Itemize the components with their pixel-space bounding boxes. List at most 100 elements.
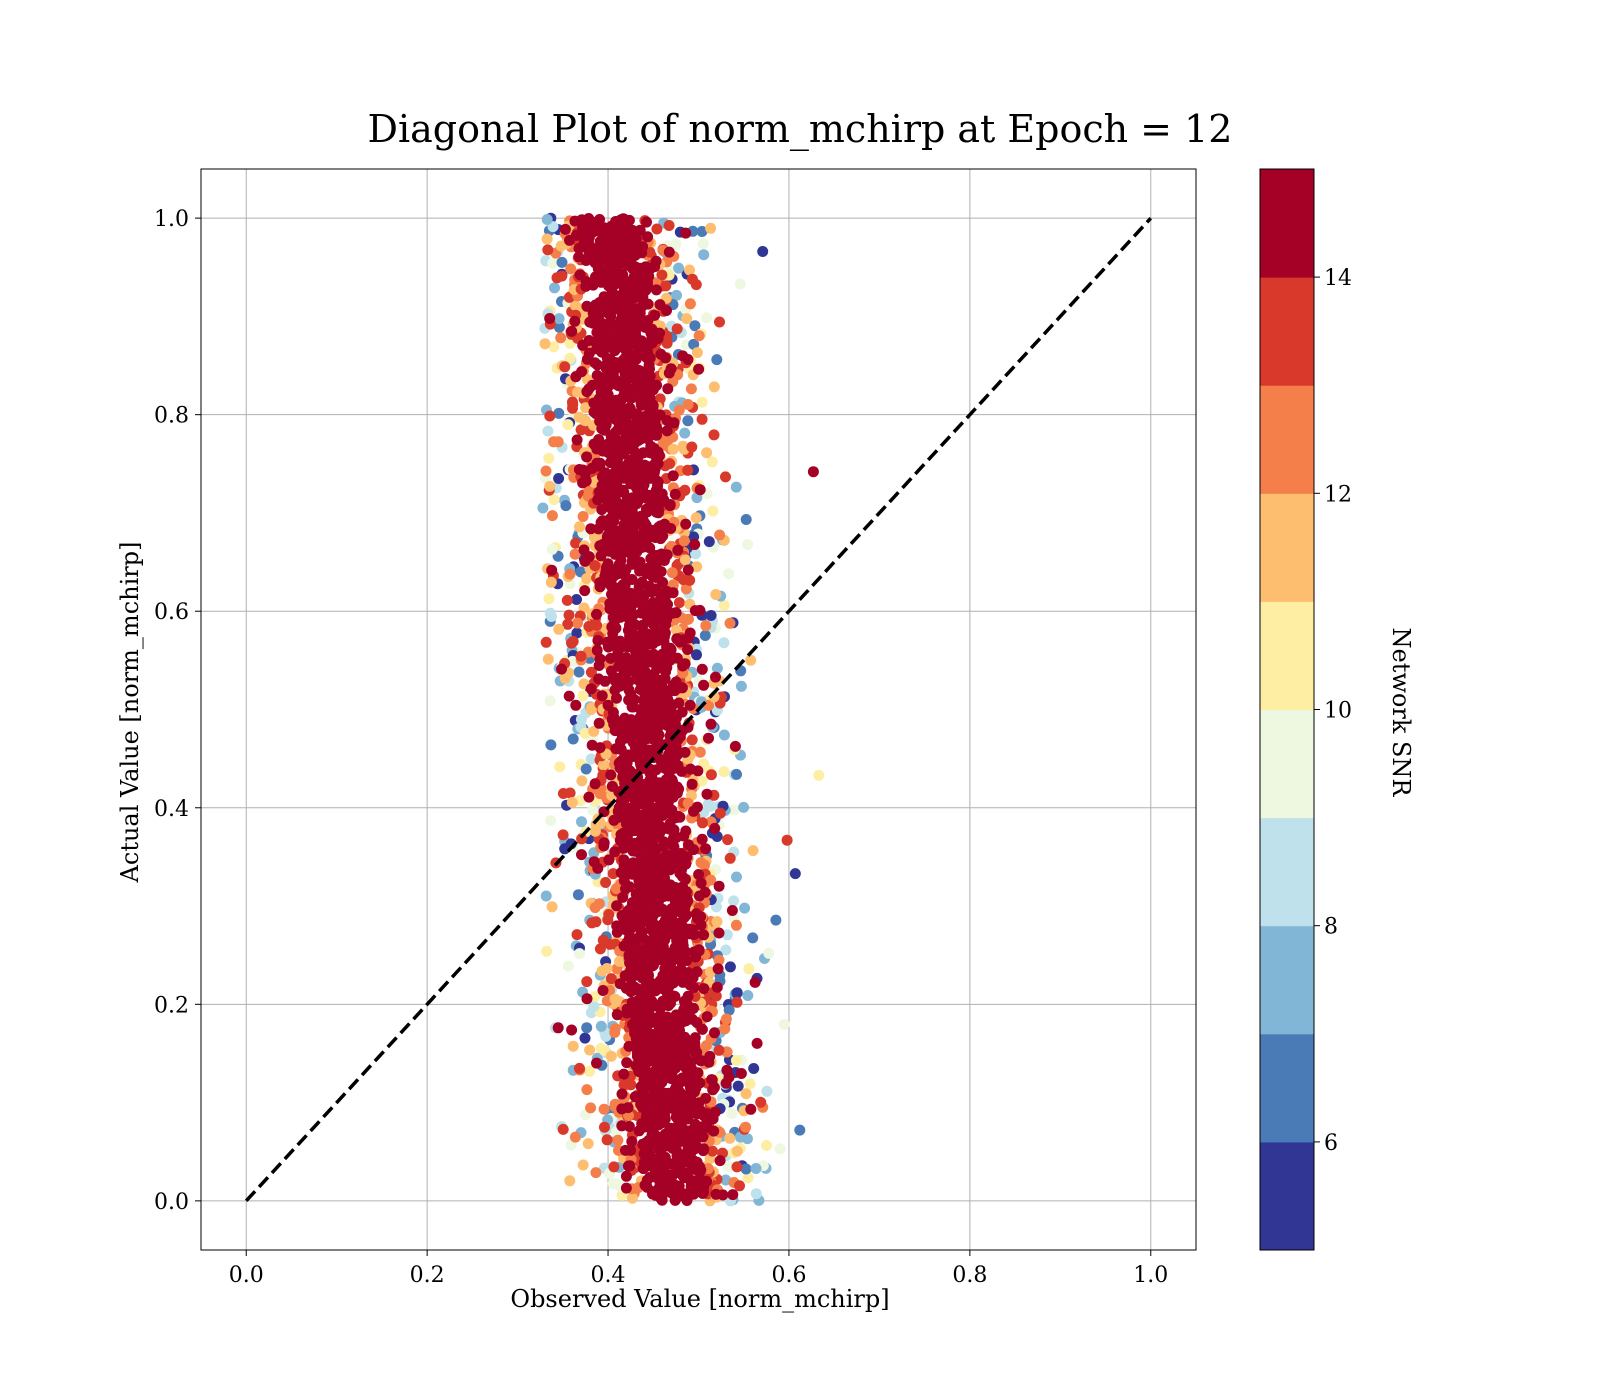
- scatter-point: [545, 576, 557, 588]
- scatter-point: [650, 823, 662, 835]
- scatter-point: [681, 313, 693, 325]
- scatter-point: [605, 973, 617, 985]
- scatter-point: [703, 798, 714, 810]
- scatter-point: [720, 1174, 732, 1186]
- scatter-point: [593, 717, 605, 729]
- scatter-point: [781, 834, 793, 846]
- scatter-point: [612, 423, 624, 435]
- scatter-point: [624, 622, 636, 634]
- scatter-point: [682, 644, 693, 655]
- scatter-point: [672, 917, 684, 929]
- scatter-point: [560, 500, 572, 512]
- scatter-point: [711, 354, 723, 366]
- y-tick-label: 0.2: [154, 993, 189, 1018]
- scatter-point: [679, 1188, 690, 1200]
- scatter-point: [608, 289, 620, 301]
- scatter-point: [731, 987, 743, 999]
- scatter-point: [634, 732, 646, 744]
- scatter-point: [731, 768, 742, 780]
- scatter-point: [700, 843, 712, 855]
- scatter-point: [682, 990, 694, 1002]
- scatter-point: [698, 679, 710, 691]
- scatter-point: [663, 220, 675, 231]
- scatter-point: [618, 665, 630, 677]
- scatter-point: [673, 697, 685, 709]
- scatter-point: [672, 544, 684, 556]
- scatter-point: [745, 1103, 757, 1115]
- scatter-point: [677, 350, 689, 362]
- scatter-point: [664, 500, 676, 512]
- scatter-point: [597, 242, 609, 253]
- scatter-point: [671, 652, 683, 664]
- scatter-point: [635, 759, 647, 771]
- scatter-point: [686, 778, 698, 790]
- scatter-point: [735, 680, 747, 692]
- scatter-point: [655, 590, 667, 602]
- scatter-point: [674, 636, 686, 648]
- scatter-point: [709, 1027, 720, 1039]
- scatter-point: [643, 1007, 654, 1019]
- colorbar-tick-label: 14: [1324, 266, 1352, 291]
- scatter-point: [648, 466, 660, 478]
- scatter-point: [686, 734, 698, 746]
- x-tick-label: 0.4: [591, 1263, 626, 1288]
- scatter-point: [694, 1127, 706, 1138]
- scatter-point: [614, 955, 625, 967]
- scatter-point: [579, 415, 591, 426]
- scatter-point: [651, 705, 663, 717]
- scatter-point: [741, 1133, 753, 1145]
- scatter-point: [594, 214, 606, 225]
- scatter-point: [559, 223, 571, 235]
- scatter-point: [562, 618, 574, 630]
- scatter-point: [631, 424, 643, 436]
- scatter-point: [693, 330, 705, 342]
- colorbar-tick-label: 10: [1324, 699, 1352, 724]
- scatter-point: [606, 254, 618, 266]
- scatter-point: [640, 261, 652, 273]
- scatter-point: [549, 282, 560, 294]
- scatter-point: [570, 699, 582, 711]
- scatter-point: [709, 822, 721, 834]
- scatter-point: [673, 1122, 685, 1134]
- scatter-point: [622, 313, 634, 325]
- scatter-point: [634, 711, 646, 723]
- scatter-point: [609, 993, 621, 1005]
- scatter-point: [634, 747, 646, 759]
- scatter-point: [731, 1145, 743, 1157]
- scatter-point: [681, 1127, 693, 1139]
- scatter-point: [656, 756, 667, 768]
- scatter-point: [590, 1167, 602, 1179]
- scatter-point: [589, 778, 601, 790]
- scatter-point: [615, 554, 627, 566]
- scatter-point: [576, 775, 588, 787]
- scatter-point: [592, 378, 604, 390]
- scatter-point: [656, 490, 668, 502]
- scatter-point: [659, 673, 671, 685]
- scatter-point: [649, 842, 661, 854]
- scatter-point: [575, 713, 587, 725]
- scatter-point: [584, 1065, 596, 1077]
- scatter-point: [571, 434, 583, 446]
- scatter-point: [598, 1103, 610, 1115]
- scatter-point: [583, 551, 595, 563]
- scatter-point: [696, 226, 708, 237]
- scatter-point: [579, 1032, 591, 1044]
- scatter-point: [577, 1159, 589, 1171]
- scatter-point: [611, 245, 623, 257]
- scatter-point: [552, 1022, 564, 1034]
- scatter-point: [696, 663, 708, 675]
- scatter-point: [644, 599, 656, 611]
- scatter-point: [620, 919, 632, 931]
- scatter-point: [588, 406, 600, 418]
- scatter-point: [629, 373, 641, 385]
- scatter-point: [606, 588, 617, 600]
- scatter-point: [621, 1057, 633, 1069]
- scatter-point: [545, 815, 557, 827]
- plot-area: [200, 168, 1197, 1251]
- scatter-point: [656, 269, 668, 281]
- scatter-point: [589, 256, 601, 268]
- scatter-point: [563, 291, 575, 303]
- scatter-point: [573, 251, 585, 263]
- scatter-point: [745, 654, 757, 666]
- scatter-point: [624, 808, 636, 820]
